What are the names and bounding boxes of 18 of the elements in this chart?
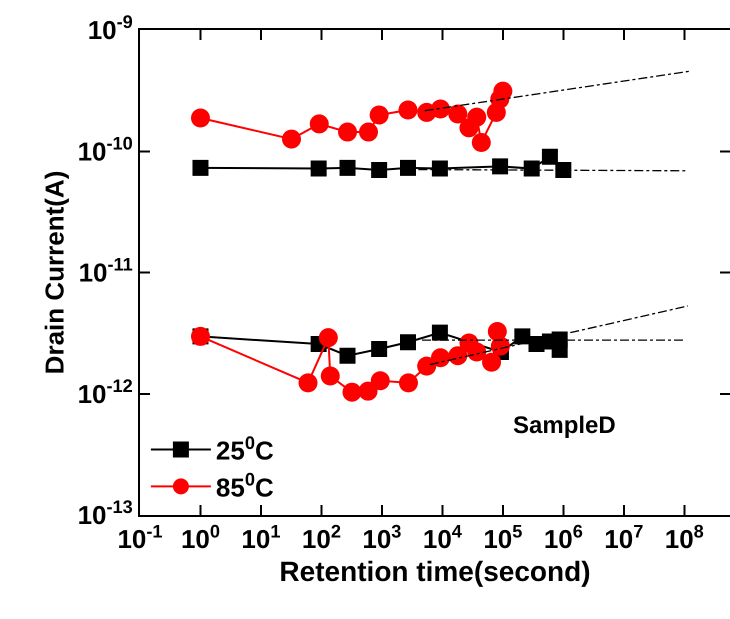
legend-label: 85$^{0}$C bbox=[216, 470, 274, 502]
x-tick-label: 10$^{4}$ bbox=[422, 521, 463, 554]
x-tick-label: 10$^{5}$ bbox=[483, 521, 522, 554]
x-tick-label: 10$^{3}$ bbox=[362, 521, 402, 554]
y-tick-label: 10$^{-10}$ bbox=[78, 133, 133, 166]
y-tick-label: 10$^{-9}$ bbox=[88, 12, 133, 46]
y-tick-label: 10$^{-12}$ bbox=[78, 376, 133, 409]
y-tick-label: 10$^{-11}$ bbox=[78, 254, 133, 288]
x-tick-label: 10$^{6}$ bbox=[544, 521, 583, 554]
x-tick-label: 10$^{1}$ bbox=[241, 521, 280, 554]
x-tick-label: 10$^{8}$ bbox=[664, 521, 704, 554]
annotation: SampleD bbox=[513, 412, 616, 439]
y-axis-title: Drain Current(A) bbox=[39, 170, 70, 374]
x-tick-label: 10$^{2}$ bbox=[302, 521, 341, 554]
legend-label: 25$^{0}$C bbox=[216, 432, 274, 466]
x-tick-label: 10$^{0}$ bbox=[180, 521, 220, 554]
x-tick-label: 10$^{7}$ bbox=[604, 521, 644, 554]
x-axis-title: Retention time(second) bbox=[279, 556, 591, 587]
